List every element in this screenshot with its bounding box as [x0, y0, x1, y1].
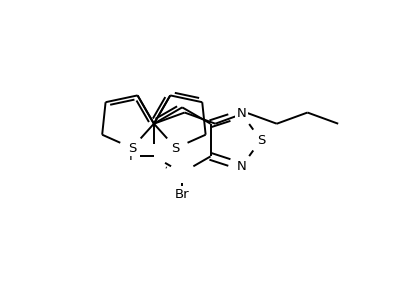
- Text: N: N: [237, 160, 247, 173]
- Text: N: N: [237, 107, 247, 120]
- Text: F: F: [128, 150, 136, 163]
- Text: S: S: [128, 142, 136, 154]
- Text: Br: Br: [175, 188, 189, 201]
- Text: S: S: [256, 133, 265, 147]
- Text: S: S: [172, 142, 180, 154]
